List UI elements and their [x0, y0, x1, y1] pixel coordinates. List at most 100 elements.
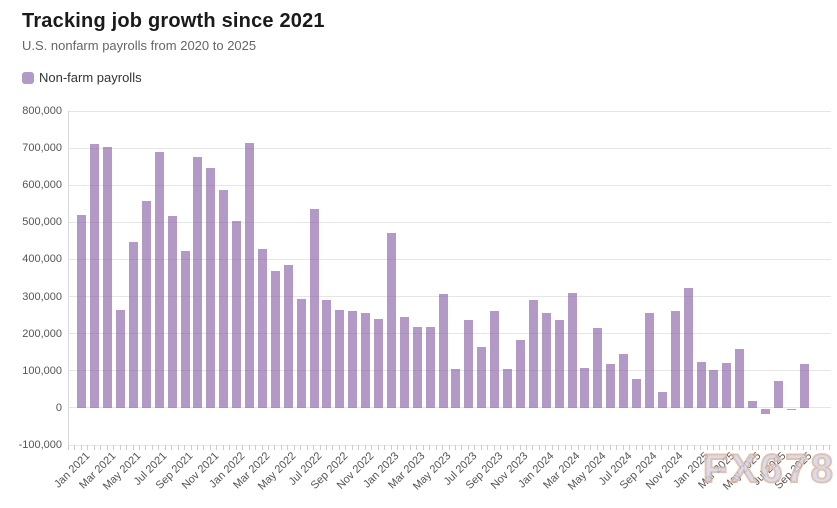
bar-jul-2021[interactable]	[154, 152, 164, 408]
x-axis-tick	[164, 445, 166, 450]
x-axis-tick	[764, 445, 766, 450]
x-axis-tick	[558, 445, 560, 450]
x-axis-tick	[603, 445, 605, 450]
bar-aug-2021[interactable]	[167, 216, 177, 408]
bar-aug-2024[interactable]	[632, 378, 641, 408]
bar-feb-2023[interactable]	[399, 316, 409, 408]
bar-dec-2022[interactable]	[374, 319, 383, 408]
bar-sep-2021[interactable]	[180, 250, 190, 408]
bar-mar-2024[interactable]	[567, 292, 577, 408]
x-axis-tick	[777, 445, 779, 450]
bar-jan-2021[interactable]	[77, 214, 87, 408]
bar-oct-2024[interactable]	[657, 391, 667, 408]
bar-jun-2021[interactable]	[141, 201, 151, 408]
bar-oct-2021[interactable]	[193, 156, 203, 408]
bar-mar-2021[interactable]	[103, 146, 113, 408]
bar-apr-2025[interactable]	[735, 349, 745, 408]
x-axis-tick	[177, 445, 179, 450]
x-axis-tick	[822, 445, 824, 450]
x-axis-tick	[306, 445, 308, 450]
x-axis-tick	[255, 445, 257, 450]
x-axis-tick	[525, 445, 527, 450]
bar-may-2025[interactable]	[748, 400, 758, 408]
bar-jan-2025[interactable]	[696, 361, 706, 408]
legend-label: Non-farm payrolls	[39, 70, 142, 85]
bar-jan-2022[interactable]	[232, 220, 242, 408]
bar-nov-2023[interactable]	[515, 340, 525, 408]
bar-sep-2022[interactable]	[335, 310, 345, 408]
x-axis-tick	[745, 445, 747, 450]
bar-apr-2021[interactable]	[116, 310, 125, 408]
bar-jul-2024[interactable]	[619, 354, 629, 408]
gridline	[69, 110, 831, 112]
bar-may-2023[interactable]	[438, 294, 448, 408]
bar-may-2024[interactable]	[593, 327, 603, 408]
bar-nov-2022[interactable]	[361, 312, 371, 408]
x-axis-tick	[138, 445, 140, 450]
x-axis-tick	[513, 445, 515, 450]
bar-dec-2024[interactable]	[683, 288, 693, 408]
x-axis-tick	[119, 445, 121, 450]
x-axis-tick	[203, 445, 205, 450]
x-axis-tick	[351, 445, 353, 450]
x-axis-tick	[229, 445, 231, 450]
x-axis-tick	[132, 445, 134, 450]
bar-apr-2022[interactable]	[270, 271, 280, 408]
bar-nov-2021[interactable]	[206, 167, 216, 408]
x-axis-tick	[751, 445, 753, 450]
bar-mar-2023[interactable]	[412, 327, 422, 408]
legend-item-nonfarm-payrolls[interactable]: Non-farm payrolls	[22, 70, 142, 85]
bar-oct-2023[interactable]	[503, 368, 512, 408]
bar-mar-2022[interactable]	[257, 249, 267, 408]
bar-jun-2024[interactable]	[606, 364, 616, 408]
x-axis-tick	[725, 445, 727, 450]
x-axis-tick	[590, 445, 592, 450]
bar-mar-2025[interactable]	[722, 363, 732, 408]
x-axis-tick	[816, 445, 818, 450]
y-axis-label: 500,000	[22, 216, 62, 229]
x-axis-tick	[467, 445, 469, 450]
bar-apr-2023[interactable]	[425, 327, 435, 408]
x-axis-tick	[654, 445, 656, 450]
x-axis-tick	[771, 445, 773, 450]
bar-jul-2023[interactable]	[464, 320, 474, 408]
bar-aug-2023[interactable]	[477, 346, 487, 408]
bar-may-2022[interactable]	[283, 264, 293, 408]
bar-aug-2022[interactable]	[322, 299, 332, 408]
bar-feb-2021[interactable]	[90, 144, 100, 408]
y-axis-label: 100,000	[22, 364, 62, 377]
bar-feb-2025[interactable]	[709, 370, 719, 408]
bar-sep-2025[interactable]	[799, 363, 809, 408]
x-axis-tick	[609, 445, 611, 450]
bar-jun-2022[interactable]	[296, 299, 306, 408]
bar-sep-2023[interactable]	[490, 310, 500, 408]
bar-feb-2024[interactable]	[554, 320, 564, 408]
x-axis-tick	[622, 445, 624, 450]
bar-jul-2022[interactable]	[309, 208, 319, 408]
x-axis-tick	[287, 445, 289, 450]
x-axis-tick	[197, 445, 198, 450]
x-axis-tick	[422, 445, 424, 450]
x-axis-tick	[629, 445, 631, 450]
bar-feb-2022[interactable]	[245, 142, 254, 408]
bar-jun-2023[interactable]	[451, 368, 461, 408]
x-axis-tick	[564, 445, 566, 450]
x-axis-tick	[461, 445, 463, 450]
bar-nov-2024[interactable]	[670, 311, 680, 408]
bar-jun-2025[interactable]	[761, 408, 770, 414]
bar-dec-2021[interactable]	[219, 189, 229, 408]
bar-may-2021[interactable]	[128, 242, 138, 408]
bar-aug-2025[interactable]	[786, 408, 796, 411]
bar-oct-2022[interactable]	[348, 311, 358, 408]
bar-jul-2025[interactable]	[773, 381, 783, 408]
bar-dec-2023[interactable]	[528, 300, 538, 408]
bar-apr-2024[interactable]	[580, 367, 590, 408]
bar-jan-2024[interactable]	[541, 312, 551, 408]
bar-jan-2023[interactable]	[386, 232, 396, 408]
gridline	[69, 221, 831, 223]
x-axis-tick	[377, 445, 379, 450]
x-axis-tick	[280, 445, 282, 450]
bar-sep-2024[interactable]	[644, 313, 654, 408]
x-axis-tick	[648, 445, 650, 450]
